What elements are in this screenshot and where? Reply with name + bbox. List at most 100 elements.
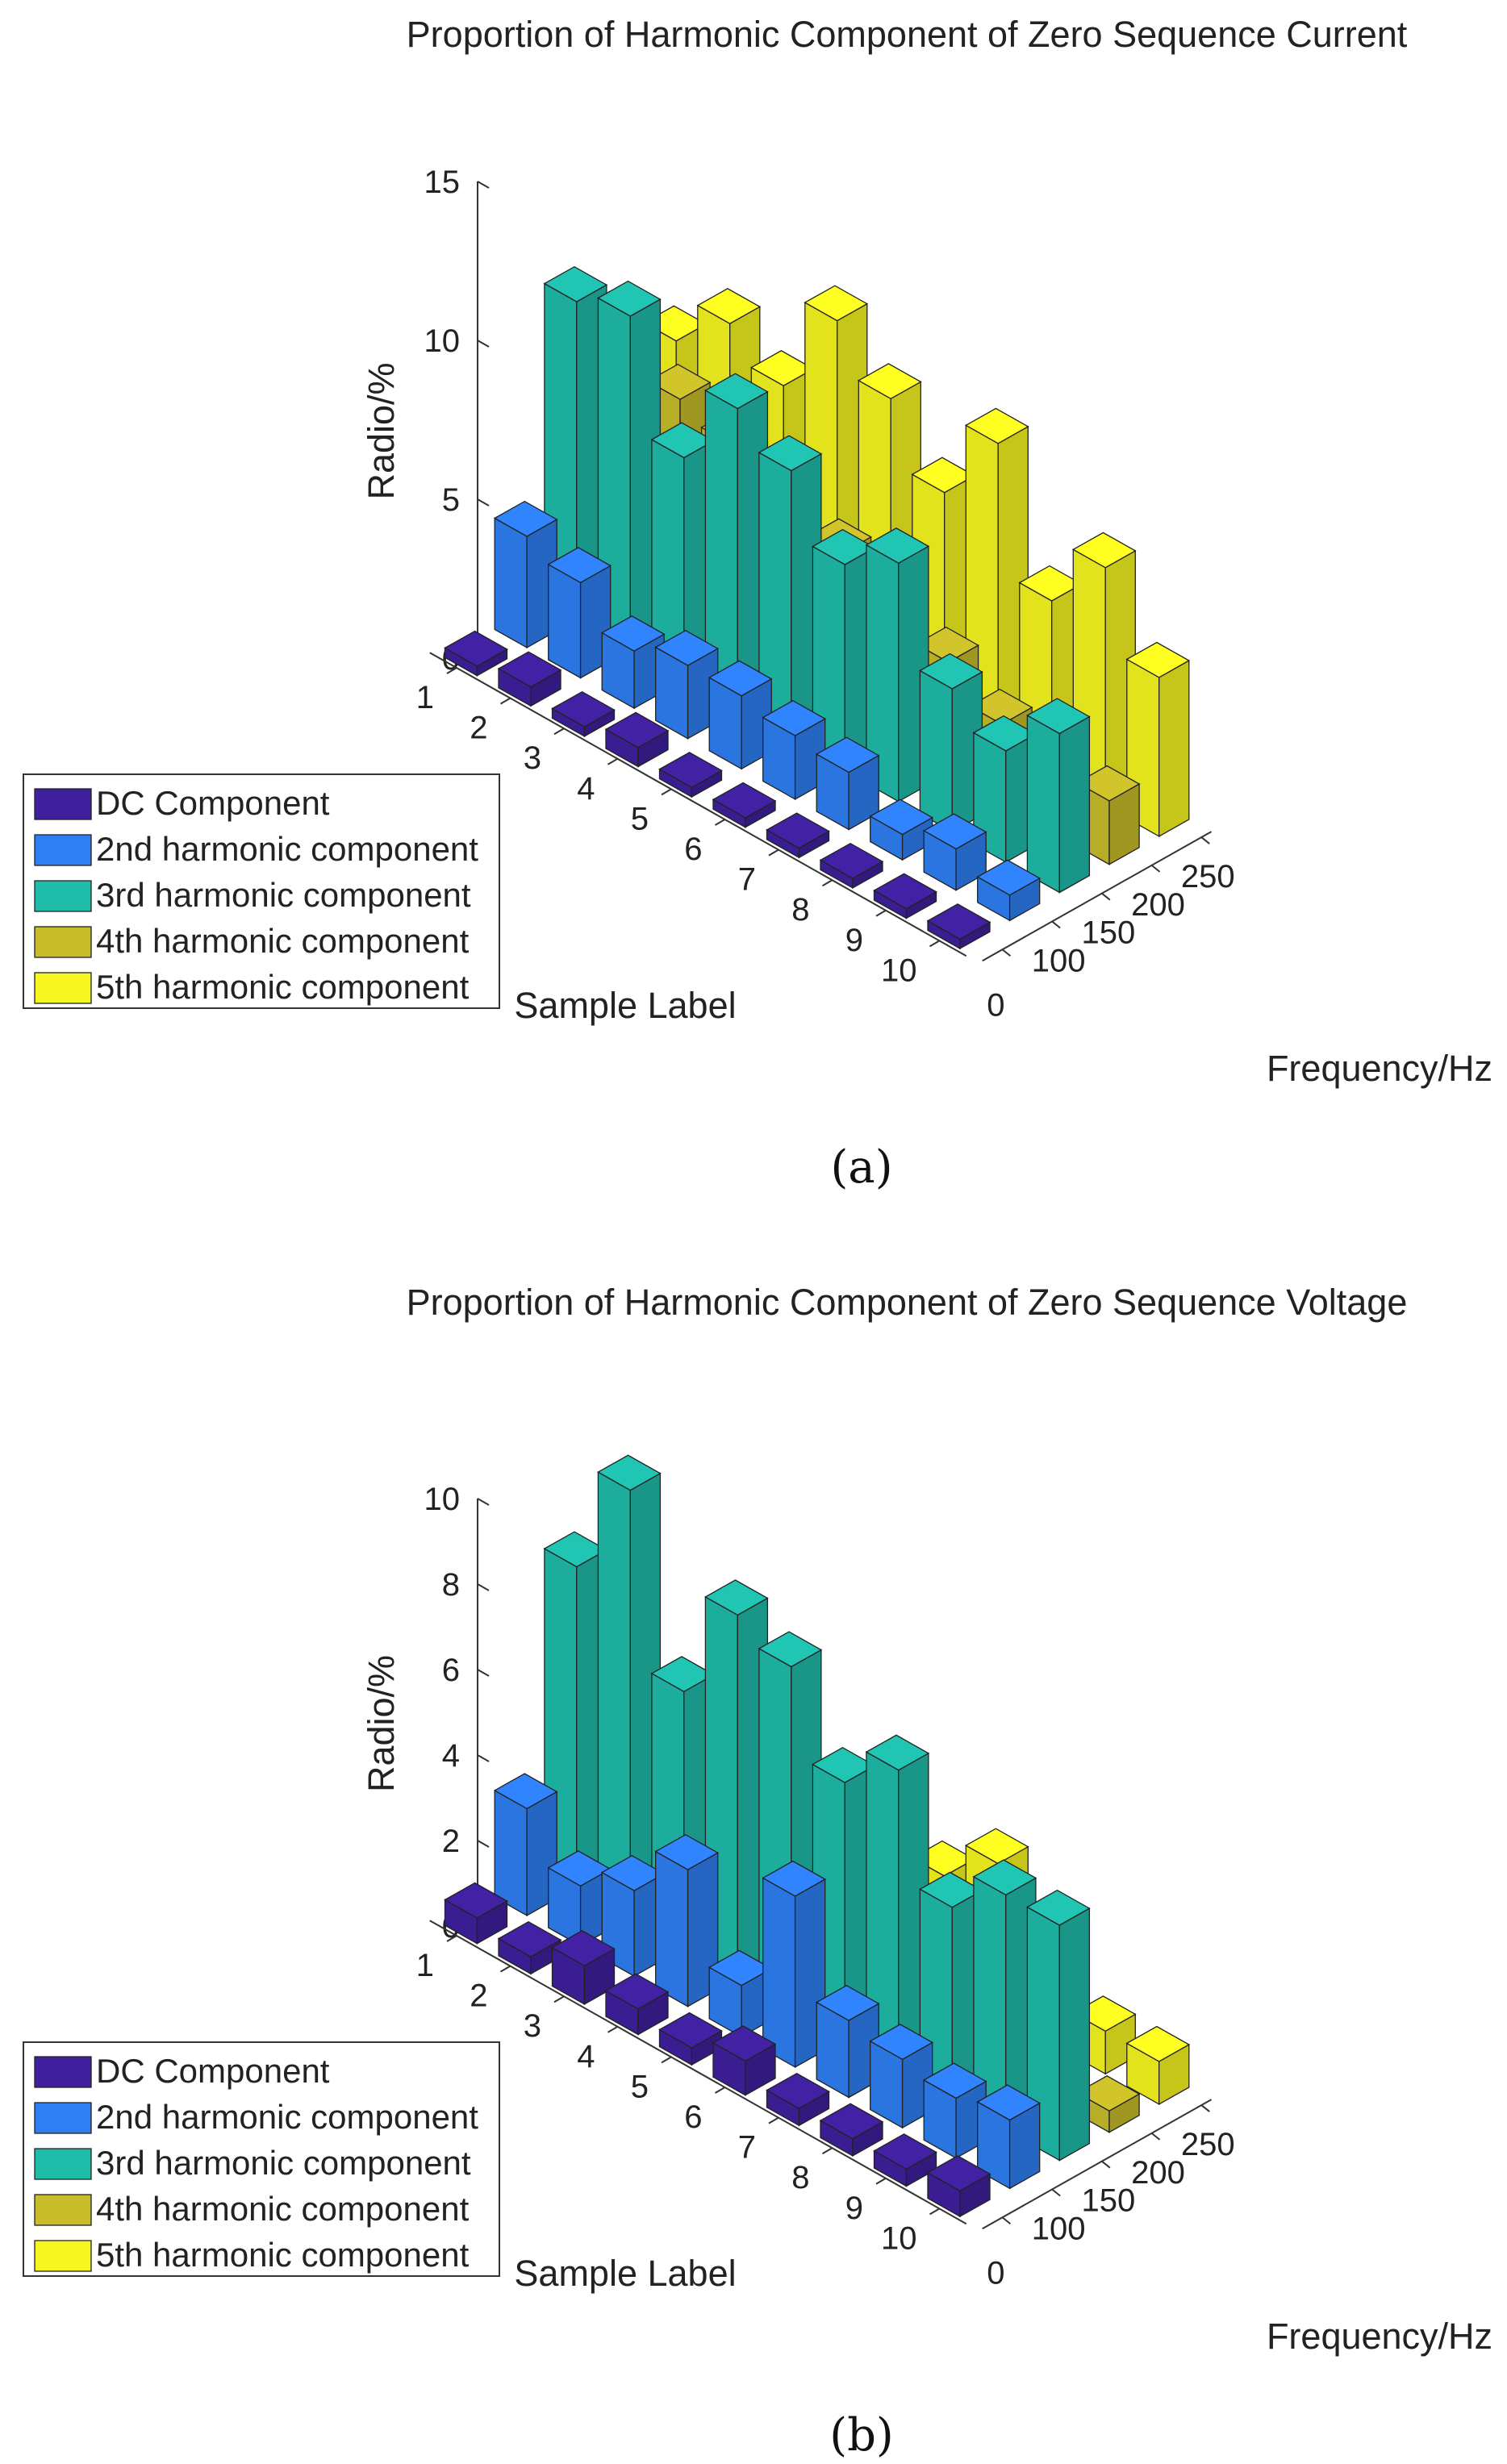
sample-tick-label: 6 bbox=[684, 2099, 702, 2135]
frequency-tick-mark bbox=[1150, 865, 1161, 873]
frequency-tick-label: 100 bbox=[1032, 943, 1086, 978]
sample-tick-label: 8 bbox=[791, 892, 809, 928]
bar bbox=[497, 1920, 562, 1975]
frequency-tick-label: 250 bbox=[1181, 2127, 1235, 2162]
bar bbox=[919, 652, 983, 833]
legend-swatch bbox=[34, 2148, 92, 2180]
legend: DC Component 2nd harmonic component 3rd ha… bbox=[23, 773, 500, 1009]
frequency-axis-line bbox=[982, 831, 1213, 962]
legend-entry-label: DC Component bbox=[96, 2052, 330, 2090]
sample-tick-label: 8 bbox=[791, 2160, 809, 2195]
z-tick-mark bbox=[477, 1754, 490, 1762]
z-axis-label: Radio/% bbox=[361, 1655, 402, 1792]
chart-panel-voltage: Proportion of Harmonic Component of Zero… bbox=[23, 1282, 1492, 2462]
bar bbox=[762, 699, 827, 801]
sample-tick-label: 6 bbox=[684, 832, 702, 867]
legend-swatch bbox=[34, 2056, 92, 2088]
frequency-tick-mark bbox=[1001, 2216, 1012, 2225]
sample-tick-label: 4 bbox=[577, 2039, 595, 2074]
frequency-tick-label: 150 bbox=[1081, 915, 1135, 951]
sample-tick-mark bbox=[446, 667, 457, 674]
frequency-tick-mark bbox=[1101, 2160, 1111, 2169]
bar bbox=[976, 2084, 1042, 2190]
legend-entry-label: 2nd harmonic component bbox=[96, 2098, 478, 2136]
bar bbox=[1075, 2075, 1141, 2133]
sample-tick-mark bbox=[929, 2208, 941, 2216]
bar bbox=[444, 630, 508, 677]
legend-entry-label: 4th harmonic component bbox=[96, 922, 470, 960]
z-tick-mark bbox=[477, 1498, 490, 1506]
bar bbox=[658, 2012, 723, 2066]
legend-swatch bbox=[34, 926, 92, 958]
sample-tick-mark bbox=[499, 1965, 511, 1973]
legend-box bbox=[23, 2041, 500, 2277]
frequency-tick-mark bbox=[1051, 2188, 1061, 2197]
z-tick-mark bbox=[477, 1669, 490, 1677]
bar bbox=[819, 2103, 884, 2158]
legend-box bbox=[23, 773, 500, 1009]
sample-tick-mark bbox=[446, 1935, 457, 1942]
bar bbox=[551, 1930, 616, 2006]
frequency-tick-label: 150 bbox=[1081, 2183, 1135, 2219]
sample-tick-mark bbox=[499, 697, 511, 705]
sample-tick-label: 2 bbox=[470, 711, 487, 746]
chart-title: Proportion of Harmonic Component of Zero… bbox=[407, 1282, 1408, 1323]
frequency-axis-line bbox=[982, 2099, 1213, 2230]
legend-entry-label: 3rd harmonic component bbox=[96, 2144, 471, 2182]
bar bbox=[597, 1454, 662, 1919]
bar bbox=[976, 859, 1042, 922]
sample-tick-mark bbox=[607, 2025, 619, 2033]
z-tick-label: 6 bbox=[442, 1653, 460, 1688]
bar bbox=[712, 782, 777, 828]
frequency-axis-label: Frequency/Hz bbox=[1267, 1048, 1492, 1089]
bar bbox=[873, 2133, 937, 2187]
bar bbox=[600, 615, 666, 710]
legend-entry-label: 4th harmonic component bbox=[96, 2190, 470, 2228]
sample-tick-label: 3 bbox=[524, 740, 541, 776]
sample-axis-label: Sample Label bbox=[514, 2253, 736, 2294]
sample-tick-mark bbox=[821, 2147, 833, 2155]
sample-tick-label: 4 bbox=[577, 771, 595, 807]
sample-tick-label: 3 bbox=[524, 2008, 541, 2044]
sample-axis-label: Sample Label bbox=[514, 985, 736, 1026]
bar bbox=[815, 1984, 880, 2099]
sample-tick-label: 2 bbox=[470, 1978, 487, 2014]
panel-caption: (a) bbox=[830, 1141, 892, 1194]
bar bbox=[654, 1833, 720, 2007]
legend-entry-label: DC Component bbox=[96, 784, 330, 822]
sample-tick-mark bbox=[661, 2056, 672, 2064]
sample-tick-mark bbox=[768, 2116, 779, 2124]
sample-tick-mark bbox=[768, 848, 779, 857]
bar bbox=[547, 547, 612, 679]
bar bbox=[922, 813, 987, 891]
z-tick-label: 5 bbox=[442, 482, 460, 518]
bar bbox=[604, 711, 670, 768]
bar bbox=[547, 1850, 612, 1947]
frequency-tick-label: 0 bbox=[987, 987, 1004, 1023]
sample-tick-label: 7 bbox=[738, 2130, 756, 2166]
z-tick-mark bbox=[477, 1840, 490, 1848]
bar bbox=[708, 1949, 773, 2038]
bar bbox=[1026, 1889, 1091, 2162]
bar bbox=[658, 752, 723, 798]
bar bbox=[762, 1860, 827, 2069]
sample-tick-label: 5 bbox=[631, 2069, 649, 2104]
z-tick-label: 10 bbox=[424, 1482, 461, 1517]
frequency-tick-mark bbox=[1150, 2133, 1161, 2141]
bar bbox=[1026, 698, 1091, 894]
z-tick-mark bbox=[477, 1583, 490, 1591]
bar bbox=[604, 1973, 670, 2036]
sample-tick-label: 5 bbox=[631, 801, 649, 836]
sample-tick-label: 10 bbox=[881, 953, 917, 988]
sample-tick-label: 9 bbox=[845, 2191, 863, 2226]
chart-title: Proportion of Harmonic Component of Zero… bbox=[407, 14, 1408, 55]
bar bbox=[815, 736, 880, 831]
sample-tick-mark bbox=[929, 940, 941, 948]
bar bbox=[708, 660, 773, 770]
sample-axis-line bbox=[429, 1920, 967, 2225]
chart-panel-current: Proportion of Harmonic Component of Zero… bbox=[23, 14, 1492, 1194]
sample-tick-mark bbox=[714, 819, 726, 826]
sample-tick-label: 7 bbox=[738, 862, 756, 898]
sample-tick-mark bbox=[821, 879, 833, 887]
